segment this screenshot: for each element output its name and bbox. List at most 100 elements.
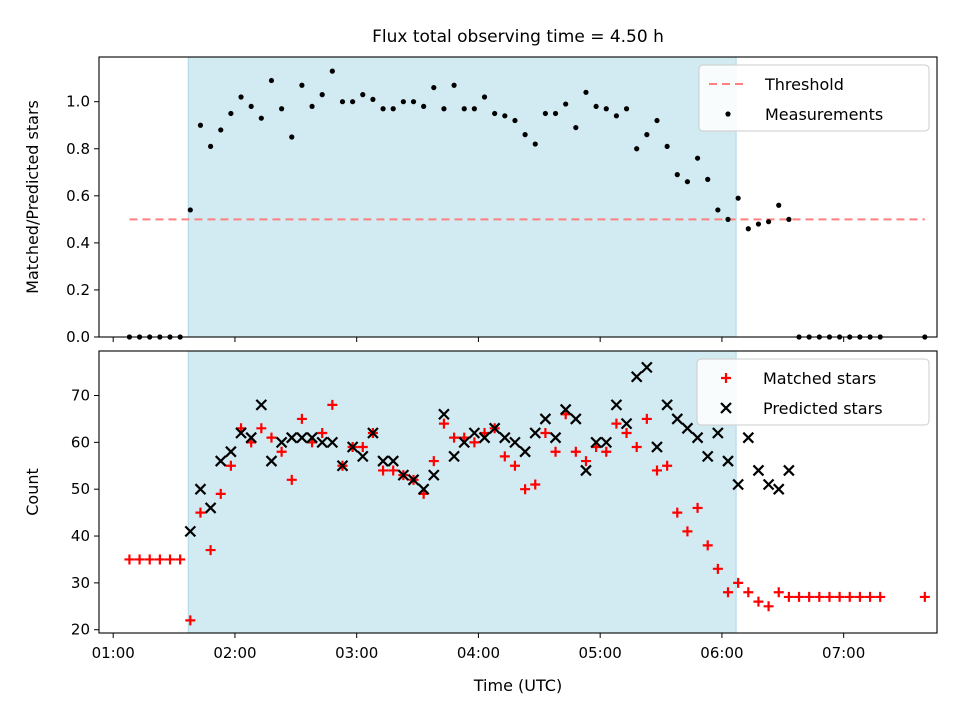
predicted-stars-point (245, 431, 257, 444)
predicted-stars-point (458, 436, 471, 449)
measurement-point (735, 195, 741, 201)
y-tick-label: 20 (71, 621, 90, 639)
predicted-stars-point (468, 427, 481, 439)
matched-stars-point (530, 479, 541, 490)
matched-stars-point (428, 456, 439, 467)
measurement-point (207, 143, 214, 150)
predicted-stars-point (499, 431, 511, 444)
matched-stars-point (540, 427, 551, 438)
predicted-stars-point (610, 399, 623, 411)
matched-stars-point (266, 432, 277, 443)
x-axis-label: Time (UTC) (473, 676, 562, 695)
predicted-stars-point (387, 455, 399, 467)
measurement-point (289, 134, 295, 140)
matched-stars-point (875, 591, 886, 602)
predicted-stars-point (783, 464, 795, 477)
observing-span (187, 350, 737, 634)
predicted-stars-point (326, 436, 339, 449)
measurement-point (187, 207, 193, 213)
legend-label: Matched stars (763, 369, 876, 388)
matched-stars-point (165, 554, 176, 565)
measurement-point (674, 172, 680, 178)
predicted-stars-point (590, 436, 602, 449)
matched-stars-point (388, 465, 399, 476)
measurement-point (634, 146, 640, 152)
legend-box (698, 64, 930, 132)
predicted-stars-point (255, 399, 268, 411)
matched-stars-point (215, 488, 226, 499)
predicted-stars-point (367, 427, 379, 439)
matched-stars-point (682, 526, 693, 537)
measurement-point (248, 103, 254, 110)
legend: Matched stars Predicted stars (696, 358, 930, 426)
matched-stars-point (794, 591, 805, 602)
legend-label: Predicted stars (763, 399, 883, 418)
matched-stars-point (175, 554, 186, 565)
predicted-stars-point (225, 445, 237, 458)
measurement-point (238, 94, 244, 100)
matched-stars-point (580, 456, 591, 467)
predicted-stars-point (214, 455, 227, 467)
predicted-stars-point (772, 483, 785, 495)
measurement-point (573, 124, 579, 131)
predicted-stars-point (661, 399, 673, 411)
matched-stars-point (753, 596, 764, 607)
predicted-stars-point (712, 427, 724, 439)
predicted-stars-point (539, 413, 552, 425)
measurement-point (786, 216, 792, 222)
predicted-stars-point (529, 427, 542, 439)
matched-stars-point (134, 554, 145, 565)
predicted-stars-point (428, 469, 440, 481)
measurement-point (258, 115, 264, 121)
matched-stars-point (824, 591, 835, 602)
predicted-stars-point (204, 502, 217, 514)
predicted-stars-point (356, 450, 369, 463)
measurement-point (502, 113, 508, 119)
measurement-point (360, 92, 366, 98)
legend-box (696, 358, 930, 426)
measurement-point (410, 99, 417, 105)
y-tick-label: 0.0 (66, 328, 90, 346)
matched-stars-point (611, 418, 622, 429)
matched-stars-point (256, 423, 267, 434)
measurement-point (451, 82, 457, 88)
predicted-stars-point (397, 469, 410, 481)
measurement-point (309, 103, 315, 110)
predicted-stars-point (407, 474, 420, 486)
measurement-point (684, 179, 691, 185)
predicted-stars-point (265, 455, 278, 467)
measurement-point (563, 101, 569, 107)
predicted-stars-point (742, 431, 755, 444)
predicted-stars-point (336, 459, 349, 472)
measurement-point (319, 92, 325, 98)
predicted-stars-point (346, 441, 359, 453)
matched-stars-point (276, 446, 287, 457)
measurement-point (776, 202, 782, 208)
matched-stars-point (763, 601, 774, 612)
predicted-stars-point (671, 413, 684, 425)
matched-stars-point (712, 563, 723, 574)
matched-stars-point (631, 442, 642, 453)
predicted-stars-point (296, 431, 308, 444)
x-tick-label: 03:00 (335, 644, 378, 662)
measurement-point (431, 84, 437, 91)
measurement-point (441, 106, 447, 112)
y-tick-label: 30 (71, 574, 90, 592)
y-tick-label: 0.4 (66, 234, 90, 252)
measurement-point (745, 226, 751, 232)
y-tick-label: 0.2 (66, 281, 90, 299)
matched-stars-point (185, 615, 196, 626)
matched-stars-point (378, 465, 389, 476)
matched-stars-point (854, 591, 865, 602)
measurement-point (603, 106, 609, 112)
measurement-point (228, 110, 234, 117)
predicted-stars-point (549, 431, 562, 444)
predicted-stars-point (417, 483, 430, 495)
measurement-point (613, 113, 620, 119)
x-tick-label: 07:00 (822, 644, 865, 662)
measurement-point (279, 106, 285, 112)
predicted-stars-point (519, 445, 531, 458)
legend-predicted-swatch (720, 402, 732, 414)
measurement-point (370, 96, 376, 102)
measurement-point (400, 99, 406, 105)
